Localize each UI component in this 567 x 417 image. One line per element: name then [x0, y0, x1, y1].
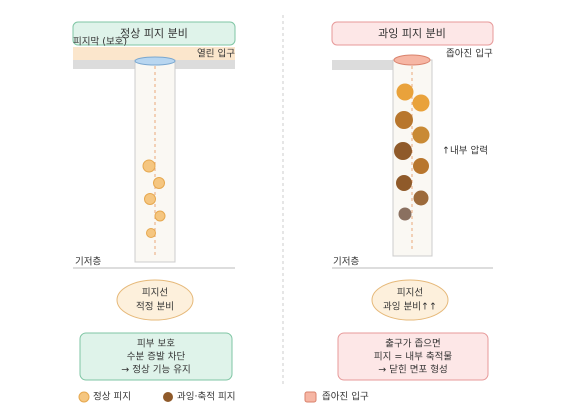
gland [371, 279, 449, 321]
gland-label: 피지선 [397, 288, 423, 299]
opening-label: 좁아진 입구 [446, 48, 493, 60]
sebum-drop [396, 83, 414, 101]
legend-swatch [304, 391, 317, 403]
gland [116, 279, 194, 321]
gland-label: 적정 분비 [136, 301, 174, 313]
note-line: 수분 증발 차단 [127, 351, 186, 363]
sebum-drop [154, 210, 166, 222]
gland-label: 피지선 [142, 288, 168, 299]
legend-label: 과잉·축적 피지 [177, 391, 235, 403]
legend-swatch [163, 392, 173, 402]
sebum-film [73, 47, 235, 60]
note-line: 피부 보호 [137, 339, 175, 350]
opening-label: 열린 입구 [197, 48, 235, 60]
panel-title: 과잉 피지 분비 [378, 27, 446, 40]
pore-opening [134, 56, 176, 66]
pressure-label: ↑내부 압력 [442, 145, 488, 157]
base-label: 기저층 [333, 257, 359, 268]
gland-label: 과잉 분비↑↑ [383, 301, 437, 313]
legend-label: 정상 피지 [93, 392, 131, 403]
legend-swatch [78, 391, 90, 403]
pore-opening [393, 54, 431, 66]
note-line: 피지 = 내부 축적물 [374, 351, 452, 363]
legend-label: 좁아진 입구 [322, 391, 369, 403]
note-box [337, 332, 489, 381]
sebum-drop [394, 142, 412, 160]
sebum-drops [142, 159, 166, 238]
note-line: 출구가 좁으면 [385, 339, 440, 350]
sebum-drop [144, 193, 156, 205]
sebum-drop [412, 94, 430, 112]
title-box [72, 21, 236, 46]
sebum-drop [413, 158, 429, 174]
base-label: 기저층 [75, 257, 101, 268]
title-box [331, 21, 494, 46]
film-label: 피지막 (보호) [73, 37, 127, 48]
sebum-drop [396, 175, 412, 191]
sebum-drop [146, 228, 156, 238]
sebum-drop [412, 126, 430, 144]
sebum-drop [153, 177, 165, 189]
skin-surface [332, 60, 432, 70]
note-line: → 정상 기능 유지 [121, 365, 190, 376]
note-line: → 닫힌 면포 형성 [378, 364, 447, 376]
note-box [79, 332, 233, 381]
sebum-drop [398, 207, 412, 221]
sebum-drop [395, 111, 413, 129]
panel-title: 정상 피지 분비 [120, 27, 188, 40]
sebum-drop [142, 159, 156, 173]
sebum-drops [394, 83, 430, 221]
sebum-drop [413, 190, 429, 206]
